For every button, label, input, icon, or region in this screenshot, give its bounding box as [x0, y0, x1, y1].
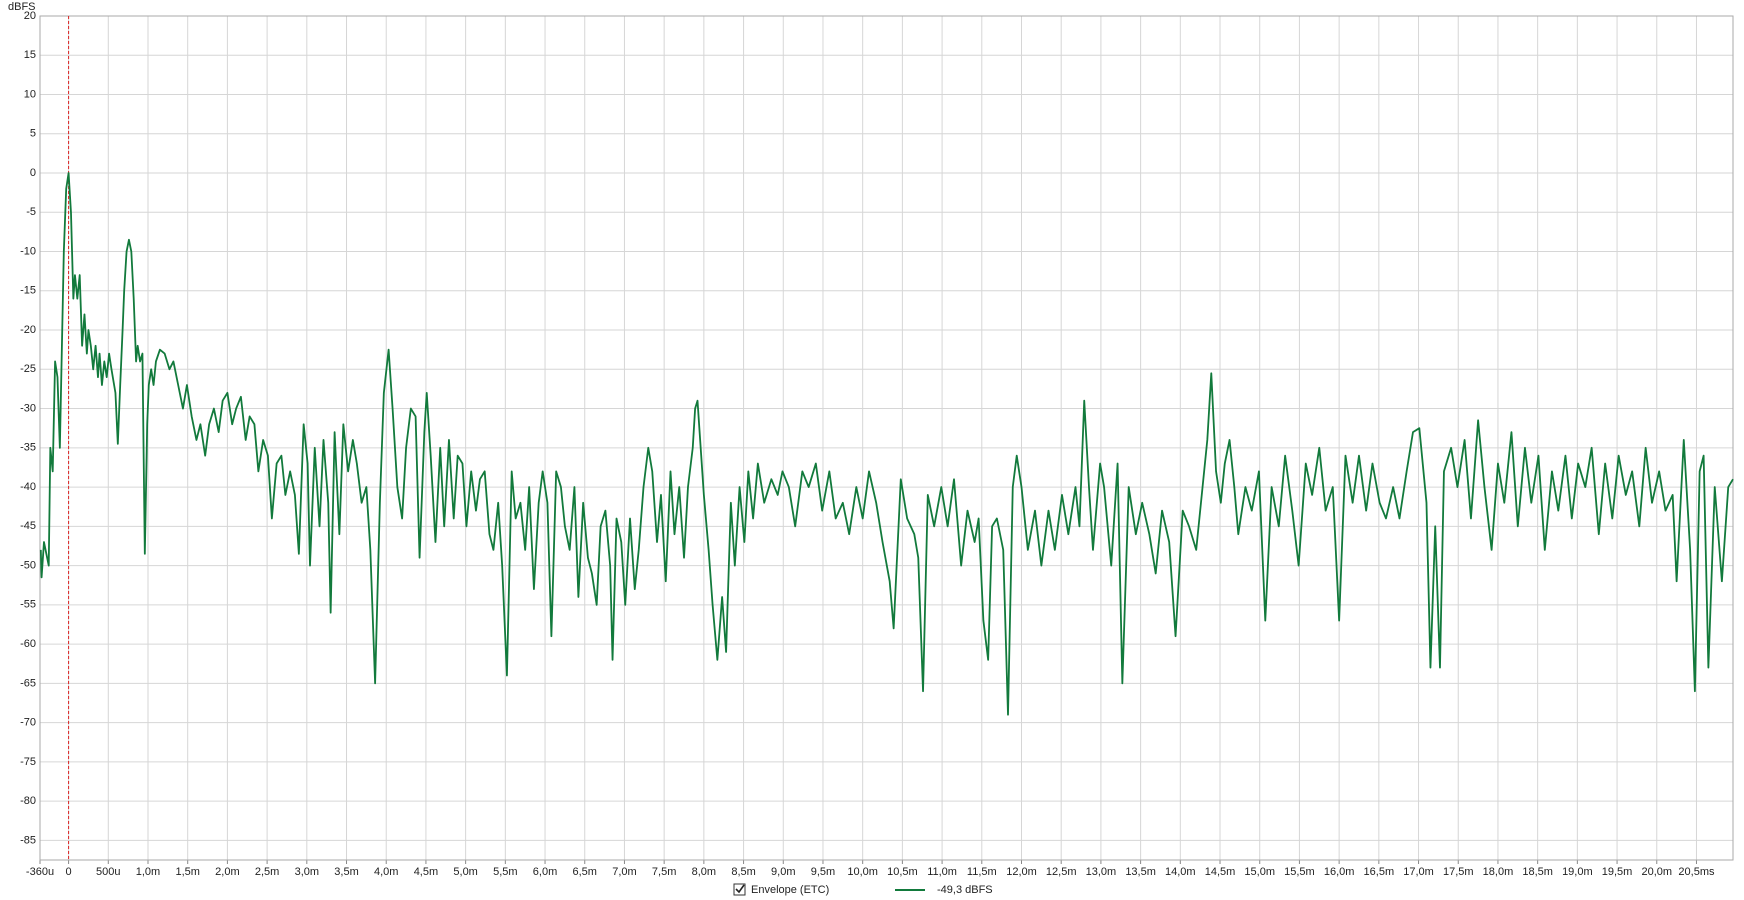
y-tick-label: -30	[20, 402, 36, 414]
x-tick-label: 18,5m	[1522, 866, 1553, 878]
cursor-readout: -49,3 dBFS	[937, 884, 993, 896]
x-tick-label: 13,5m	[1125, 866, 1156, 878]
y-tick-label: -45	[20, 520, 36, 532]
x-tick-label: 500u	[96, 866, 120, 878]
y-tick-label: -65	[20, 677, 36, 689]
x-tick-label: 1,0m	[136, 866, 160, 878]
y-tick-label: -75	[20, 756, 36, 768]
legend-label: Envelope (ETC)	[751, 884, 829, 896]
x-tick-label: 9,0m	[771, 866, 795, 878]
x-tick-label: 14,0m	[1165, 866, 1196, 878]
x-tick-label: 0	[66, 866, 72, 878]
y-tick-label: 0	[30, 167, 36, 179]
x-tick-label: 10,5m	[887, 866, 918, 878]
x-tick-label: 6,0m	[533, 866, 557, 878]
y-tick-label: -60	[20, 638, 36, 650]
x-tick-label: 1,5m	[175, 866, 199, 878]
y-tick-label: -40	[20, 481, 36, 493]
checkbox-tick	[735, 884, 745, 894]
x-tick-label: 12,0m	[1006, 866, 1037, 878]
y-tick-label: -25	[20, 363, 36, 375]
x-tick-label: 16,0m	[1324, 866, 1355, 878]
x-tick-label: 17,5m	[1443, 866, 1474, 878]
y-tick-label: -15	[20, 285, 36, 297]
y-axis-label: dBFS	[8, 1, 36, 13]
x-tick-label: 2,0m	[215, 866, 239, 878]
x-tick-label: 10,0m	[847, 866, 878, 878]
y-tick-label: -55	[20, 599, 36, 611]
y-tick-label: 15	[24, 49, 36, 61]
x-tick-label: 3,0m	[295, 866, 319, 878]
x-tick-label: 20,0m	[1641, 866, 1672, 878]
y-tick-label: 20	[24, 10, 36, 22]
legend[interactable]: Envelope (ETC) -49,3 dBFS	[733, 883, 993, 896]
x-tick-label: 15,0m	[1244, 866, 1275, 878]
y-tick-label: -35	[20, 442, 36, 454]
x-tick-label: 7,5m	[652, 866, 676, 878]
x-tick-label: 16,5m	[1364, 866, 1395, 878]
grid: 20 15 10 5 0 -5 -10 -15 -20 -25 -30 -35 -40 -45 -50 -55…	[20, 10, 1734, 878]
x-tick-label: 15,5m	[1284, 866, 1315, 878]
y-tick-label: -70	[20, 717, 36, 729]
y-tick-label: 10	[24, 88, 36, 100]
series-line	[39, 172, 1734, 716]
x-tick-label: 13,0m	[1086, 866, 1117, 878]
y-tick-label: -5	[26, 206, 36, 218]
x-tick-label: 11,5m	[967, 866, 997, 878]
x-tick-label: 18,0m	[1483, 866, 1514, 878]
x-tick-label: 4,5m	[414, 866, 438, 878]
y-tick-label: -10	[20, 245, 36, 257]
x-tick-label: 4,0m	[374, 866, 398, 878]
x-tick-label: -360u	[26, 866, 54, 878]
x-tick-label: 8,0m	[692, 866, 716, 878]
y-tick-label: -85	[20, 834, 36, 846]
x-tick-label: 6,5m	[573, 866, 597, 878]
x-tick-label: 11,0m	[927, 866, 957, 878]
y-tick-label: 5	[30, 128, 36, 140]
x-tick-label: 17,0m	[1403, 866, 1434, 878]
x-tick-label: 14,5m	[1205, 866, 1236, 878]
plot	[39, 172, 1734, 716]
x-tick-label: 3,5m	[334, 866, 358, 878]
x-tick-label: 5,0m	[453, 866, 477, 878]
y-tick-label: -20	[20, 324, 36, 336]
y-tick-label: -50	[20, 559, 36, 571]
x-tick-label: 20,5ms	[1678, 866, 1715, 878]
x-tick-label: 12,5m	[1046, 866, 1077, 878]
x-tick-label: 2,5m	[255, 866, 279, 878]
x-tick-label: 19,0m	[1562, 866, 1593, 878]
x-tick-label: 9,5m	[811, 866, 835, 878]
legend-checkbox[interactable]	[733, 883, 746, 896]
x-tick-label: 19,5m	[1602, 866, 1633, 878]
x-tick-label: 7,0m	[612, 866, 636, 878]
plot-frame	[39, 15, 1734, 861]
x-tick-label: 8,5m	[731, 866, 755, 878]
y-tick-label: -80	[20, 795, 36, 807]
x-tick-label: 5,5m	[493, 866, 517, 878]
